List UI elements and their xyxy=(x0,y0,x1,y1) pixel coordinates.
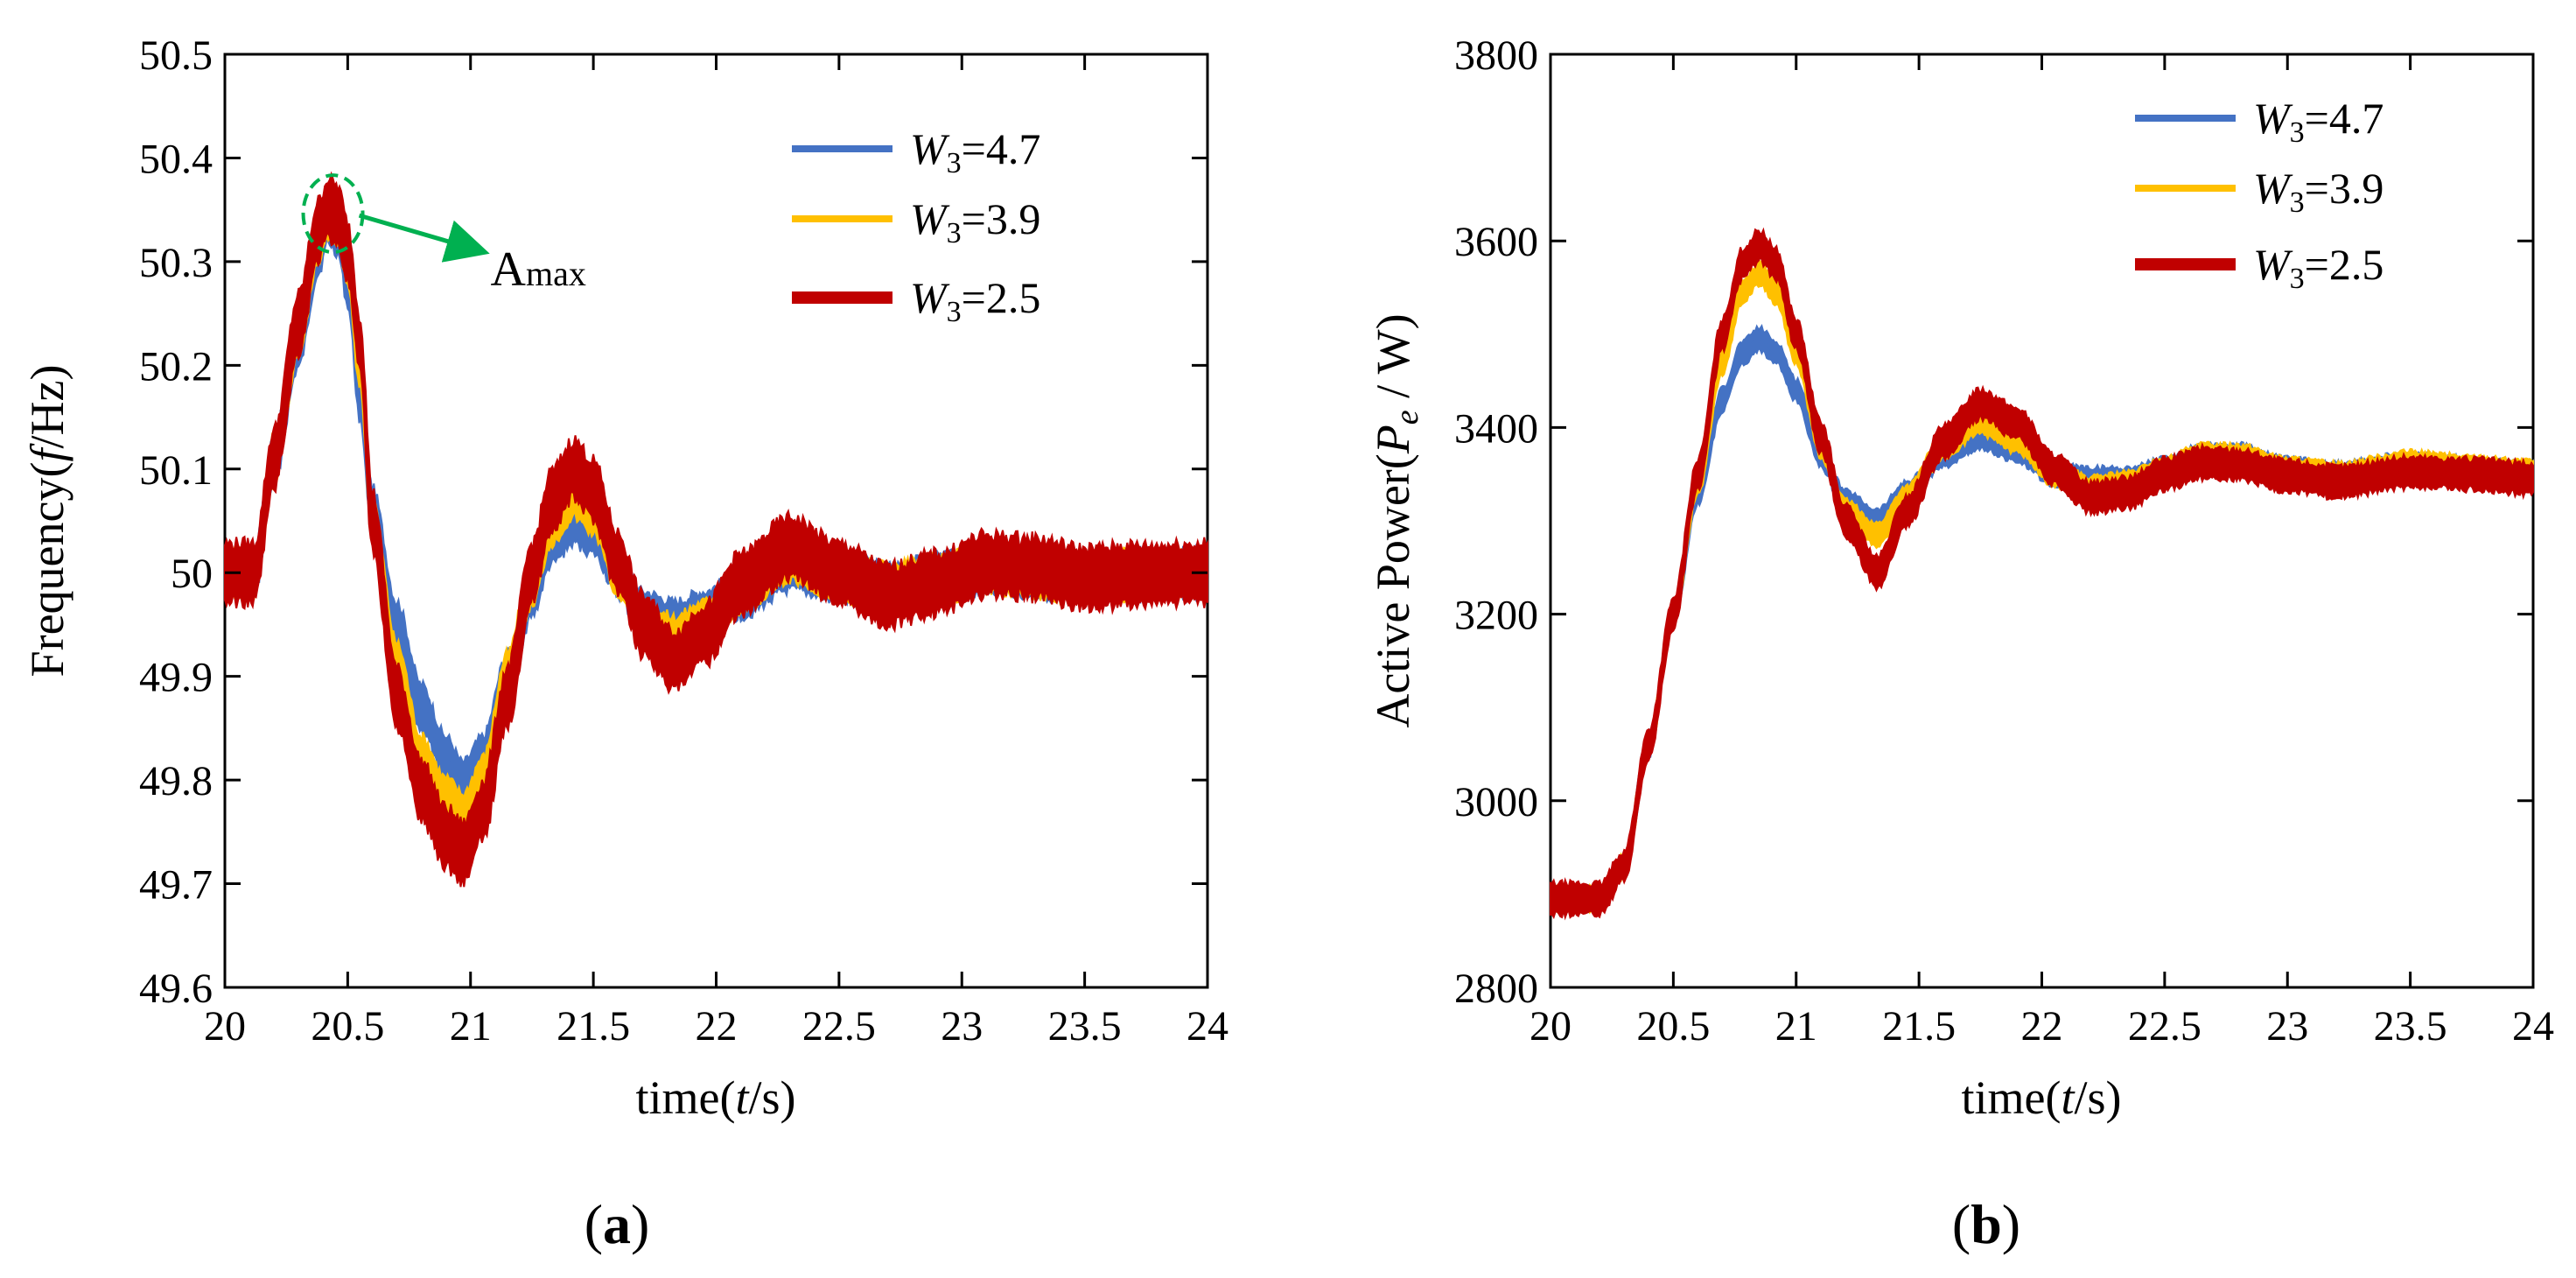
y-tick-label-a: 50.2 xyxy=(139,343,213,390)
x-tick-label-b: 22 xyxy=(2021,1003,2063,1050)
series-band-b-w47 xyxy=(1550,324,2534,915)
annotation-amax: Amax xyxy=(301,173,586,297)
y-tick-label-a: 49.9 xyxy=(139,655,213,701)
series-line-b-w39 xyxy=(1550,272,2533,901)
legend-b: W3=4.7 W3=3.9 W3=2.5 xyxy=(2135,94,2384,295)
amax-sub-text: max xyxy=(526,254,586,293)
amax-main-text: A xyxy=(491,242,527,297)
series-group-a xyxy=(224,171,1208,888)
legend-b-label-w25: W3=2.5 xyxy=(2253,240,2384,295)
x-tick-label-b: 22.5 xyxy=(2128,1003,2202,1050)
y-tick-label-a: 50.4 xyxy=(139,136,213,182)
series-line-a-w25 xyxy=(225,206,1208,854)
x-tick-label-a: 22 xyxy=(696,1003,738,1050)
amax-highlight-circle xyxy=(301,173,365,255)
y-tick-label-b: 3600 xyxy=(1454,219,1538,265)
y-tick-label-b: 3000 xyxy=(1454,779,1538,825)
panel-label-a: (a) xyxy=(584,1193,650,1255)
x-tick-label-b: 21.5 xyxy=(1882,1003,1956,1050)
y-tick-group-a: 49.6 49.7 49.8 49.9 50 50.1 50.2 50.3 50.4 50.5 xyxy=(139,32,1208,1012)
x-axis-label-a: time(t/s) xyxy=(636,1071,796,1124)
x-tick-label-a: 20.5 xyxy=(311,1003,384,1050)
y-tick-label-a: 49.6 xyxy=(139,966,213,1012)
x-tick-label-a: 21.5 xyxy=(556,1003,630,1050)
y-tick-label-a: 50.1 xyxy=(139,447,213,494)
x-tick-label-b: 20 xyxy=(1530,1003,1572,1050)
legend-a: W3=4.7 W3=3.9 W3=2.5 xyxy=(792,124,1040,328)
y-tick-label-a: 50.5 xyxy=(139,32,213,79)
x-tick-label-b: 24 xyxy=(2512,1003,2554,1050)
series-line-b-w47 xyxy=(1550,337,2533,901)
x-tick-label-b: 23.5 xyxy=(2374,1003,2447,1050)
series-band-a-w25 xyxy=(224,171,1208,888)
series-band-b-w39 xyxy=(1550,259,2534,915)
chart-b: 20 20.5 21 21.5 22 22.5 23 23.5 24 2800 3000 3200 3… xyxy=(1367,32,2554,1255)
x-tick-label-a: 22.5 xyxy=(802,1003,876,1050)
x-tick-label-a: 21 xyxy=(450,1003,492,1050)
y-tick-label-b: 3800 xyxy=(1454,32,1538,79)
x-tick-label-a: 24 xyxy=(1186,1003,1228,1050)
y-tick-label-a: 49.7 xyxy=(139,862,213,909)
legend-a-label-w25: W3=2.5 xyxy=(910,273,1040,328)
chart-a: 20 20.5 21 21.5 22 22.5 23 23.5 24 49.649.749.84… xyxy=(21,32,1228,1255)
y-tick-group-b: 2800 3000 3200 3400 3600 3800 xyxy=(1454,32,2533,1012)
y-tick-label-a: 50.3 xyxy=(139,240,213,286)
x-tick-group-a: 20 20.5 21 21.5 22 22.5 23 23.5 24 xyxy=(204,54,1228,1050)
legend-b-label-w39: W3=3.9 xyxy=(2253,164,2384,219)
y-axis-label-a: Frequency(f/Hz) xyxy=(21,365,74,678)
y-tick-label-a: 50 xyxy=(171,551,213,597)
legend-a-label-w47: W3=4.7 xyxy=(910,124,1040,179)
panel-label-b: (b) xyxy=(1952,1193,2020,1255)
x-axis-label-b: time(t/s) xyxy=(1962,1071,2122,1124)
series-line-b-w25 xyxy=(1550,244,2533,901)
amax-label: Amax xyxy=(491,242,586,297)
series-band-b-w25 xyxy=(1550,227,2534,921)
y-tick-label-b: 3400 xyxy=(1454,405,1538,452)
series-group-b xyxy=(1550,227,2534,921)
legend-a-label-w39: W3=3.9 xyxy=(910,194,1040,249)
x-tick-label-b: 23 xyxy=(2266,1003,2308,1050)
amax-arrow xyxy=(358,213,490,263)
legend-b-label-w47: W3=4.7 xyxy=(2253,94,2384,149)
y-tick-label-a: 49.8 xyxy=(139,758,213,804)
y-tick-label-b: 2800 xyxy=(1454,966,1538,1012)
plot-area-frame-b xyxy=(1549,53,2535,989)
x-tick-group-b: 20 20.5 21 21.5 22 22.5 23 23.5 24 xyxy=(1530,54,2554,1050)
y-tick-label-b: 3200 xyxy=(1454,593,1538,639)
x-tick-label-a: 23.5 xyxy=(1048,1003,1122,1050)
x-tick-label-a: 20 xyxy=(204,1003,246,1050)
x-tick-label-b: 21 xyxy=(1775,1003,1817,1050)
x-tick-label-a: 23 xyxy=(941,1003,983,1050)
x-tick-label-b: 20.5 xyxy=(1636,1003,1710,1050)
y-axis-label-b: Active Power(Pe / W) xyxy=(1367,313,1425,727)
